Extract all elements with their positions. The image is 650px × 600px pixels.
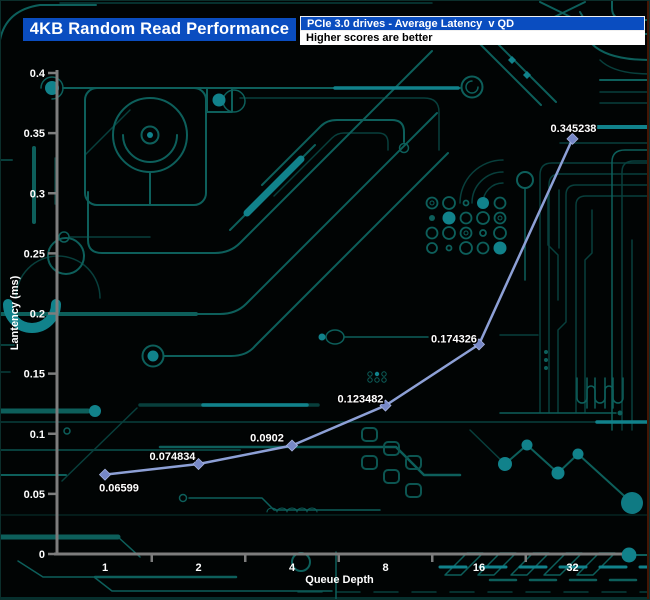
dot-grid	[367, 196, 548, 383]
y-axis-title: Lantency (ms)	[9, 275, 21, 350]
chart-subtitle-bar: PCIe 3.0 drives - Average Latency v QD	[300, 16, 645, 31]
page-title: 4KB Random Read Performance	[29, 20, 290, 38]
data-point-marker-qd-4	[285, 439, 299, 452]
data-point-marker-qd-1	[98, 468, 112, 481]
right-edge-line	[647, 0, 650, 600]
data-point-marker-qd-8	[379, 399, 392, 412]
chart-note-bar: Higher scores are better	[300, 31, 645, 45]
y-tick-label: 0.1	[30, 429, 45, 441]
y-tick-label: 0.15	[24, 369, 45, 381]
chart-subtitle: PCIe 3.0 drives - Average Latency v QD	[307, 17, 515, 30]
y-tick-label: 0.2	[30, 309, 45, 321]
data-point-label: 0.123482	[338, 394, 384, 406]
data-point-label: 0.174326	[431, 333, 477, 345]
chart-note: Higher scores are better	[306, 32, 433, 44]
y-tick-label: 0.3	[30, 188, 45, 200]
axis-end-node	[621, 547, 637, 563]
data-point-marker-qd-16	[472, 338, 486, 351]
chart-title-banner: 4KB Random Read Performance	[23, 18, 296, 41]
x-tick-label: 1	[102, 562, 108, 574]
x-tick-label: 16	[473, 562, 485, 574]
x-axis-title: Queue Depth	[305, 574, 374, 586]
y-tick-label: 0.4	[30, 68, 46, 80]
data-point-marker-qd-2	[192, 457, 205, 471]
data-point-label: 0.06599	[99, 483, 139, 495]
data-point-label: 0.0902	[250, 433, 284, 445]
zigzag-trace	[498, 439, 643, 514]
latency-series-line	[103, 137, 574, 476]
data-point-label: 0.345238	[551, 123, 597, 135]
y-tick-label: 0.05	[24, 489, 45, 501]
x-tick-label: 8	[382, 562, 388, 574]
y-tick-label: 0.35	[24, 128, 45, 140]
pad-cluster	[361, 427, 422, 498]
x-tick-label: 32	[566, 562, 578, 574]
y-tick-label: 0.25	[24, 248, 45, 260]
data-point-marker-qd-32	[566, 132, 579, 145]
y-tick-label: 0	[39, 549, 45, 561]
chart-subtitle-panel: PCIe 3.0 drives - Average Latency v QD H…	[300, 16, 645, 45]
data-point-label: 0.074834	[150, 451, 197, 463]
x-tick-label: 2	[195, 562, 201, 574]
x-tick-label: 4	[289, 562, 296, 574]
